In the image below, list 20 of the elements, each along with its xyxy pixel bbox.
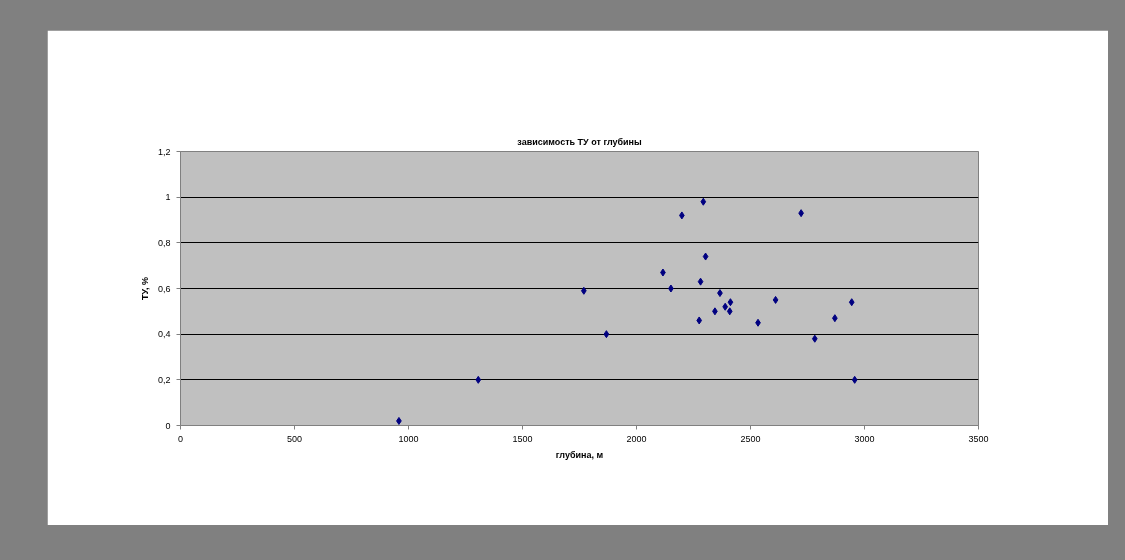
point [848, 298, 855, 307]
point [851, 375, 858, 384]
x-tick-label: 500 [286, 433, 303, 444]
y-tick-label: 1 [165, 192, 171, 203]
point [811, 334, 818, 343]
point [696, 316, 703, 325]
point [772, 295, 779, 304]
point [475, 375, 482, 384]
chart-title: зависимость ТУ от глубины [517, 136, 643, 147]
y-axis-title: ТУ, % [139, 276, 150, 301]
y-tick-label: 0,2 [157, 374, 171, 385]
x-axis-title: глубина, м [555, 449, 604, 460]
point [702, 252, 709, 261]
point [700, 197, 707, 206]
point [603, 330, 610, 339]
x-tick-label: 0 [178, 433, 184, 444]
point [727, 298, 734, 307]
point [726, 307, 733, 316]
point [722, 302, 729, 311]
point [697, 277, 704, 286]
